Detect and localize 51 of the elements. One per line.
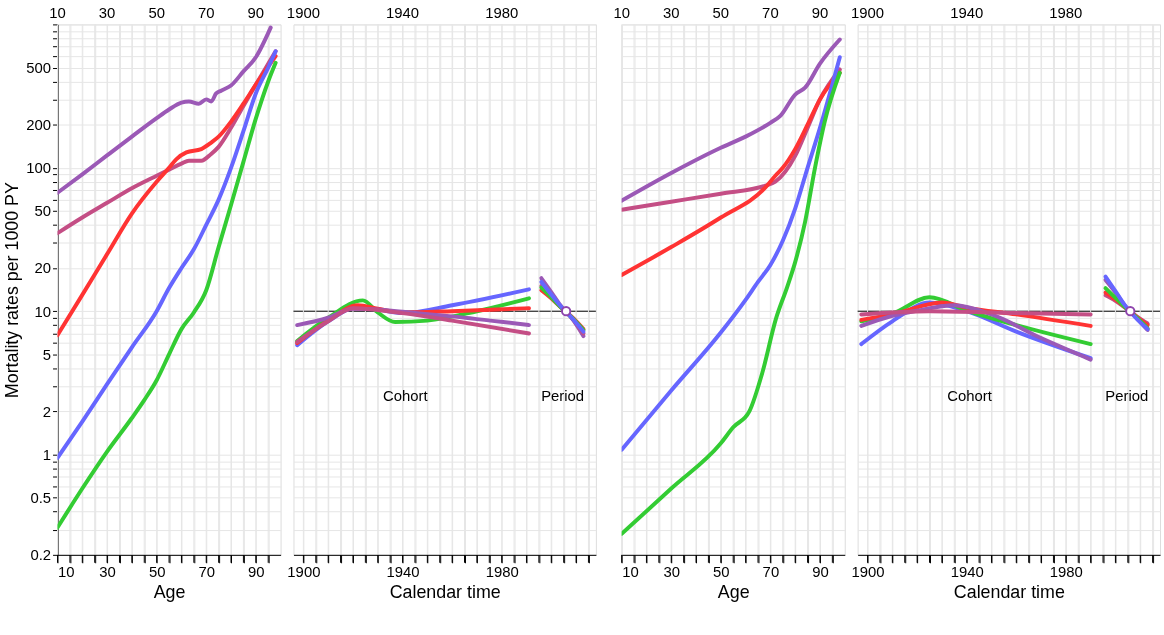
x-tick-label: 70 — [762, 5, 779, 22]
x2-tick-label: 1940 — [950, 564, 984, 581]
x-axis-title: Calendar time — [953, 581, 1065, 602]
y-tick-label: 1 — [42, 447, 52, 464]
x-tick-label: 70 — [197, 5, 215, 22]
annotation: Cohort — [383, 387, 429, 404]
x-axis-title: Age — [153, 581, 186, 602]
annotation: Period — [1105, 387, 1149, 404]
x-tick-label: 1980 — [1049, 5, 1083, 22]
x-axis-title: Calendar time — [389, 581, 501, 602]
annotation: Period — [541, 387, 585, 404]
x2-tick-label: 70 — [762, 564, 780, 581]
x2-tick-label: 10 — [58, 564, 75, 581]
x-tick-label: 90 — [247, 5, 265, 22]
y-tick-label: 10 — [34, 303, 52, 320]
x2-tick-label: 1900 — [287, 564, 321, 581]
x2-tick-label: 1940 — [386, 564, 420, 581]
x-tick-label: 1900 — [851, 5, 885, 22]
annotation: Cohort — [947, 387, 993, 404]
x2-tick-label: 90 — [812, 564, 829, 581]
x2-tick-label: 1980 — [1049, 564, 1083, 581]
x-tick-label: 1900 — [286, 5, 320, 22]
x2-tick-label: 1900 — [851, 564, 885, 581]
x2-tick-label: 50 — [713, 564, 730, 581]
y-tick-label: 5 — [42, 346, 52, 363]
x-tick-label: 30 — [662, 5, 680, 22]
x-tick-label: 1940 — [386, 5, 420, 22]
y-tick-label: 20 — [34, 260, 52, 277]
x-tick-label: 1980 — [485, 5, 519, 22]
x2-tick-label: 10 — [622, 564, 639, 581]
x2-tick-label: 50 — [148, 564, 166, 581]
x2-tick-label: 70 — [198, 564, 215, 581]
x2-tick-label: 1980 — [485, 564, 519, 581]
x-tick-label: 50 — [148, 5, 165, 22]
x-tick-label: 90 — [811, 5, 829, 22]
y-tick-label: 50 — [34, 203, 52, 220]
y-tick-label: 0.2 — [30, 547, 52, 564]
x-tick-label: 50 — [712, 5, 730, 22]
y-tick-label: 100 — [26, 160, 52, 177]
y-tick-label: 2 — [42, 403, 52, 420]
x-tick-label: 10 — [613, 5, 630, 22]
x2-tick-label: 90 — [248, 564, 265, 581]
y-tick-label: 500 — [26, 60, 52, 77]
x-axis-title: Age — [717, 581, 750, 602]
y-tick-label: 0.5 — [30, 490, 52, 507]
x2-tick-label: 30 — [99, 564, 116, 581]
x2-tick-label: 30 — [663, 564, 680, 581]
x-tick-label: 1940 — [950, 5, 984, 22]
y-axis-title: Mortality rates per 1000 PY — [2, 182, 23, 399]
y-tick-label: 200 — [26, 117, 52, 134]
x-tick-label: 30 — [98, 5, 116, 22]
